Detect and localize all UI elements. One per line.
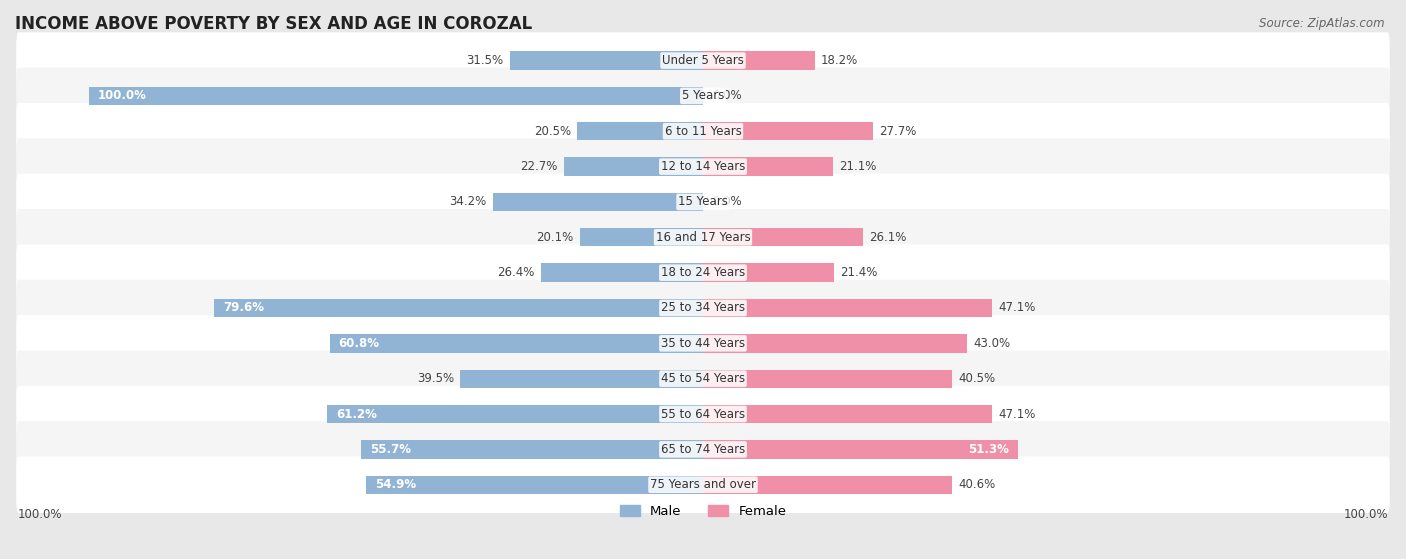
Bar (89, 87, 703, 105)
Text: 31.5%: 31.5% (467, 54, 503, 67)
Text: 54.9%: 54.9% (375, 479, 416, 491)
Bar (361, 440, 703, 458)
Text: 18 to 24 Years: 18 to 24 Years (661, 266, 745, 279)
Bar (541, 263, 703, 282)
Text: 27.7%: 27.7% (879, 125, 917, 138)
FancyBboxPatch shape (17, 386, 1389, 442)
Text: 22.7%: 22.7% (520, 160, 557, 173)
Text: 34.2%: 34.2% (450, 196, 486, 209)
Bar (703, 440, 1018, 458)
FancyBboxPatch shape (17, 315, 1389, 372)
Text: Under 5 Years: Under 5 Years (662, 54, 744, 67)
Bar (703, 263, 834, 282)
Text: 55.7%: 55.7% (370, 443, 411, 456)
Bar (703, 405, 993, 423)
Text: 47.1%: 47.1% (998, 301, 1036, 315)
Bar (329, 334, 703, 353)
Legend: Male, Female: Male, Female (614, 499, 792, 523)
Bar (703, 158, 832, 176)
Text: 100.0%: 100.0% (98, 89, 146, 102)
Bar (328, 405, 703, 423)
Bar (703, 122, 873, 140)
Text: 55 to 64 Years: 55 to 64 Years (661, 408, 745, 420)
Text: 12 to 14 Years: 12 to 14 Years (661, 160, 745, 173)
Bar (579, 228, 703, 247)
Bar (703, 476, 952, 494)
Bar (564, 158, 703, 176)
Text: 21.4%: 21.4% (841, 266, 877, 279)
Text: 0.0%: 0.0% (713, 89, 742, 102)
Text: 15 Years: 15 Years (678, 196, 728, 209)
FancyBboxPatch shape (17, 32, 1389, 89)
Text: 100.0%: 100.0% (1343, 508, 1388, 521)
Bar (460, 369, 703, 388)
Bar (703, 299, 993, 317)
Text: 79.6%: 79.6% (224, 301, 264, 315)
Bar (366, 476, 703, 494)
Bar (214, 299, 703, 317)
Text: 43.0%: 43.0% (973, 337, 1011, 350)
Text: 61.2%: 61.2% (336, 408, 377, 420)
Text: 39.5%: 39.5% (418, 372, 454, 385)
Text: 20.1%: 20.1% (536, 231, 574, 244)
Text: 40.6%: 40.6% (959, 479, 995, 491)
Text: 5 Years: 5 Years (682, 89, 724, 102)
Text: 47.1%: 47.1% (998, 408, 1036, 420)
Text: 0.0%: 0.0% (713, 196, 742, 209)
Text: 25 to 34 Years: 25 to 34 Years (661, 301, 745, 315)
FancyBboxPatch shape (17, 457, 1389, 513)
Text: 16 and 17 Years: 16 and 17 Years (655, 231, 751, 244)
Text: 40.5%: 40.5% (957, 372, 995, 385)
Text: Source: ZipAtlas.com: Source: ZipAtlas.com (1260, 17, 1385, 30)
Bar (703, 369, 952, 388)
Bar (494, 193, 703, 211)
FancyBboxPatch shape (17, 209, 1389, 266)
Text: INCOME ABOVE POVERTY BY SEX AND AGE IN COROZAL: INCOME ABOVE POVERTY BY SEX AND AGE IN C… (15, 15, 533, 33)
Text: 45 to 54 Years: 45 to 54 Years (661, 372, 745, 385)
FancyBboxPatch shape (17, 174, 1389, 230)
Text: 21.1%: 21.1% (839, 160, 876, 173)
Text: 18.2%: 18.2% (821, 54, 858, 67)
FancyBboxPatch shape (17, 421, 1389, 478)
Bar (703, 228, 863, 247)
Text: 35 to 44 Years: 35 to 44 Years (661, 337, 745, 350)
Text: 65 to 74 Years: 65 to 74 Years (661, 443, 745, 456)
Text: 60.8%: 60.8% (339, 337, 380, 350)
Bar (703, 334, 967, 353)
Text: 100.0%: 100.0% (18, 508, 63, 521)
FancyBboxPatch shape (17, 244, 1389, 301)
Bar (703, 51, 815, 70)
Text: 6 to 11 Years: 6 to 11 Years (665, 125, 741, 138)
Text: 26.4%: 26.4% (498, 266, 534, 279)
Bar (509, 51, 703, 70)
FancyBboxPatch shape (17, 280, 1389, 337)
FancyBboxPatch shape (17, 103, 1389, 159)
FancyBboxPatch shape (17, 138, 1389, 195)
Text: 20.5%: 20.5% (534, 125, 571, 138)
FancyBboxPatch shape (17, 350, 1389, 407)
FancyBboxPatch shape (17, 68, 1389, 124)
Text: 51.3%: 51.3% (969, 443, 1010, 456)
Text: 26.1%: 26.1% (869, 231, 907, 244)
Bar (576, 122, 703, 140)
Text: 75 Years and over: 75 Years and over (650, 479, 756, 491)
